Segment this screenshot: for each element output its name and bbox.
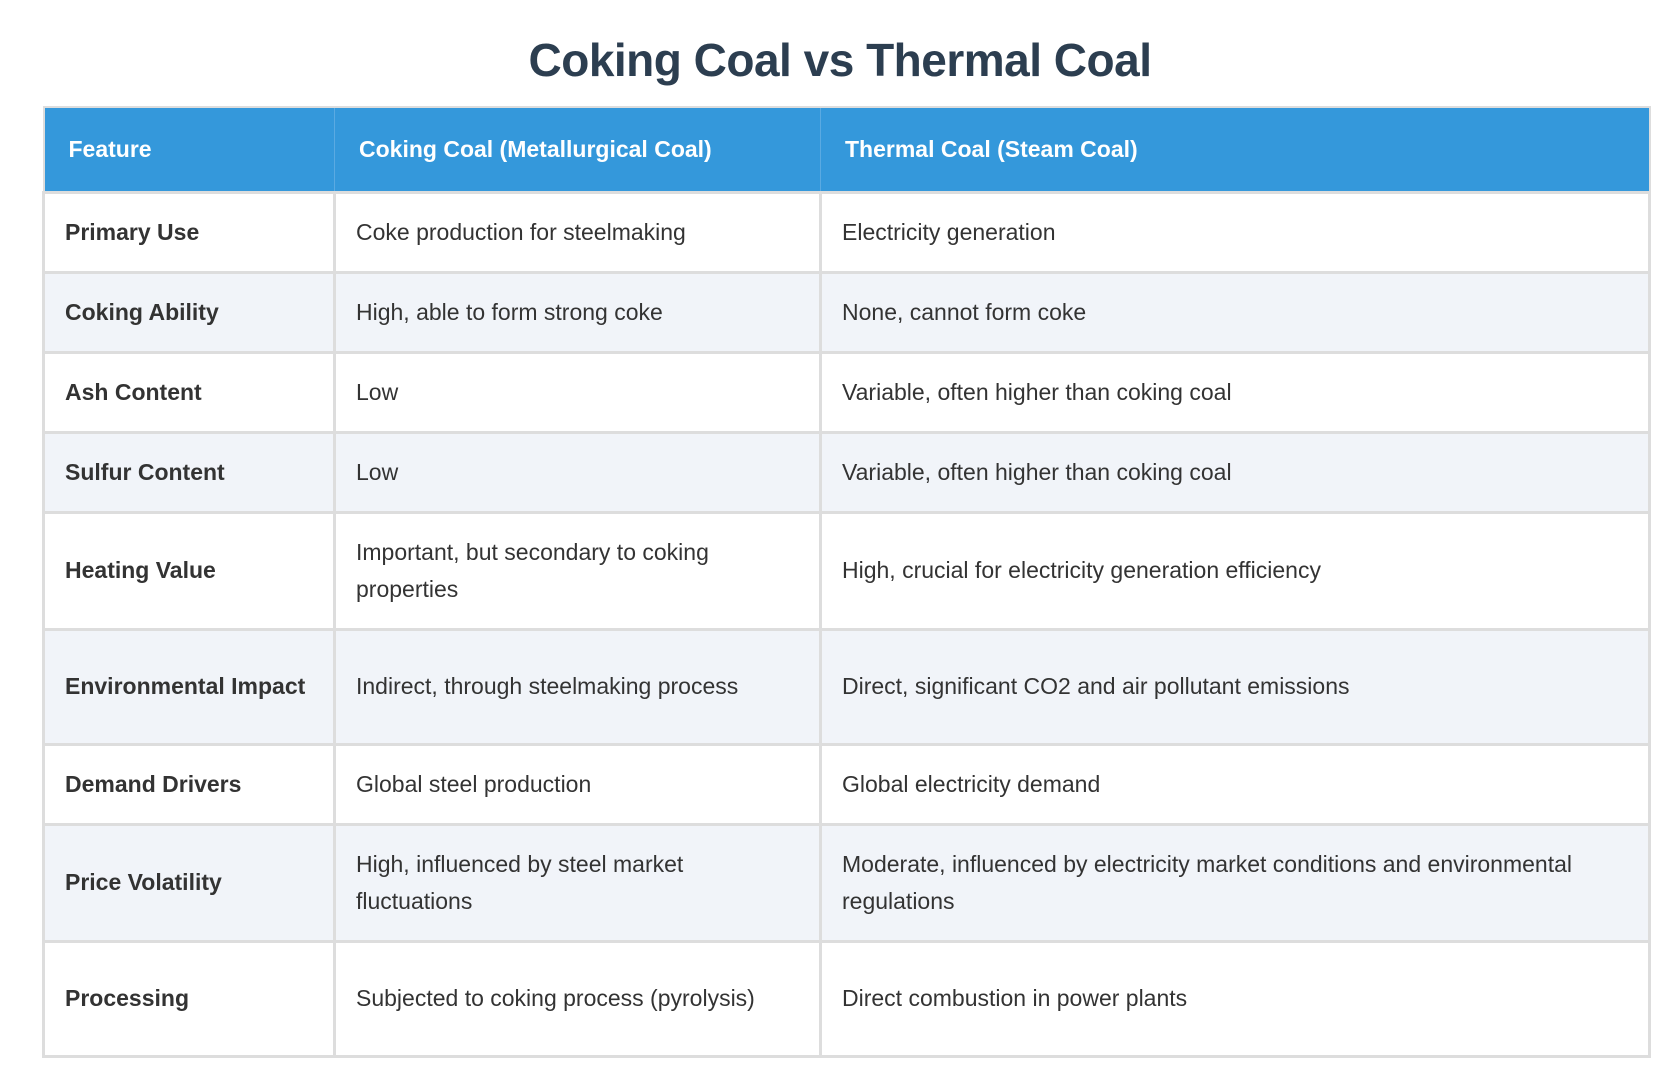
coking-cell: High, able to form strong coke xyxy=(333,272,822,354)
table-row: Price Volatility High, influenced by ste… xyxy=(42,824,1651,943)
thermal-cell: None, cannot form coke xyxy=(819,272,1651,354)
coking-cell: High, influenced by steel market fluctua… xyxy=(333,824,822,943)
feature-cell: Heating Value xyxy=(42,512,336,631)
table-body: Primary Use Coke production for steelmak… xyxy=(42,192,1651,1058)
table-row: Primary Use Coke production for steelmak… xyxy=(42,192,1651,274)
thermal-cell: High, crucial for electricity generation… xyxy=(819,512,1651,631)
header-coking-coal: Coking Coal (Metallurgical Coal) xyxy=(334,107,821,194)
feature-cell: Price Volatility xyxy=(42,824,336,943)
coking-cell: Low xyxy=(333,432,822,514)
comparison-table: Feature Coking Coal (Metallurgical Coal)… xyxy=(42,106,1651,1058)
coking-cell: Coke production for steelmaking xyxy=(333,192,822,274)
table-header: Feature Coking Coal (Metallurgical Coal)… xyxy=(43,107,1650,194)
feature-cell: Sulfur Content xyxy=(42,432,336,514)
feature-cell: Processing xyxy=(42,941,336,1058)
thermal-cell: Electricity generation xyxy=(819,192,1651,274)
feature-cell: Coking Ability xyxy=(42,272,336,354)
coking-cell: Low xyxy=(333,352,822,434)
table-row: Sulfur Content Low Variable, often highe… xyxy=(42,432,1651,514)
feature-cell: Demand Drivers xyxy=(42,744,336,826)
table-row: Heating Value Important, but secondary t… xyxy=(42,512,1651,631)
coking-cell: Important, but secondary to coking prope… xyxy=(333,512,822,631)
feature-cell: Primary Use xyxy=(42,192,336,274)
coking-cell: Indirect, through steelmaking process xyxy=(333,629,822,746)
thermal-cell: Moderate, influenced by electricity mark… xyxy=(819,824,1651,943)
header-row: Feature Coking Coal (Metallurgical Coal)… xyxy=(43,107,1650,194)
coking-cell: Subjected to coking process (pyrolysis) xyxy=(333,941,822,1058)
thermal-cell: Global electricity demand xyxy=(819,744,1651,826)
thermal-cell: Variable, often higher than coking coal xyxy=(819,352,1651,434)
coking-cell: Global steel production xyxy=(333,744,822,826)
header-feature: Feature xyxy=(43,107,335,194)
table-row: Processing Subjected to coking process (… xyxy=(42,941,1651,1058)
table-row: Ash Content Low Variable, often higher t… xyxy=(42,352,1651,434)
table-row: Coking Ability High, able to form strong… xyxy=(42,272,1651,354)
page-title: Coking Coal vs Thermal Coal xyxy=(528,34,1152,86)
thermal-cell: Variable, often higher than coking coal xyxy=(819,432,1651,514)
table-row: Demand Drivers Global steel production G… xyxy=(42,744,1651,826)
table-row: Environmental Impact Indirect, through s… xyxy=(42,629,1651,746)
header-thermal-coal: Thermal Coal (Steam Coal) xyxy=(820,107,1650,194)
feature-cell: Ash Content xyxy=(42,352,336,434)
thermal-cell: Direct, significant CO2 and air pollutan… xyxy=(819,629,1651,746)
feature-cell: Environmental Impact xyxy=(42,629,336,746)
thermal-cell: Direct combustion in power plants xyxy=(819,941,1651,1058)
